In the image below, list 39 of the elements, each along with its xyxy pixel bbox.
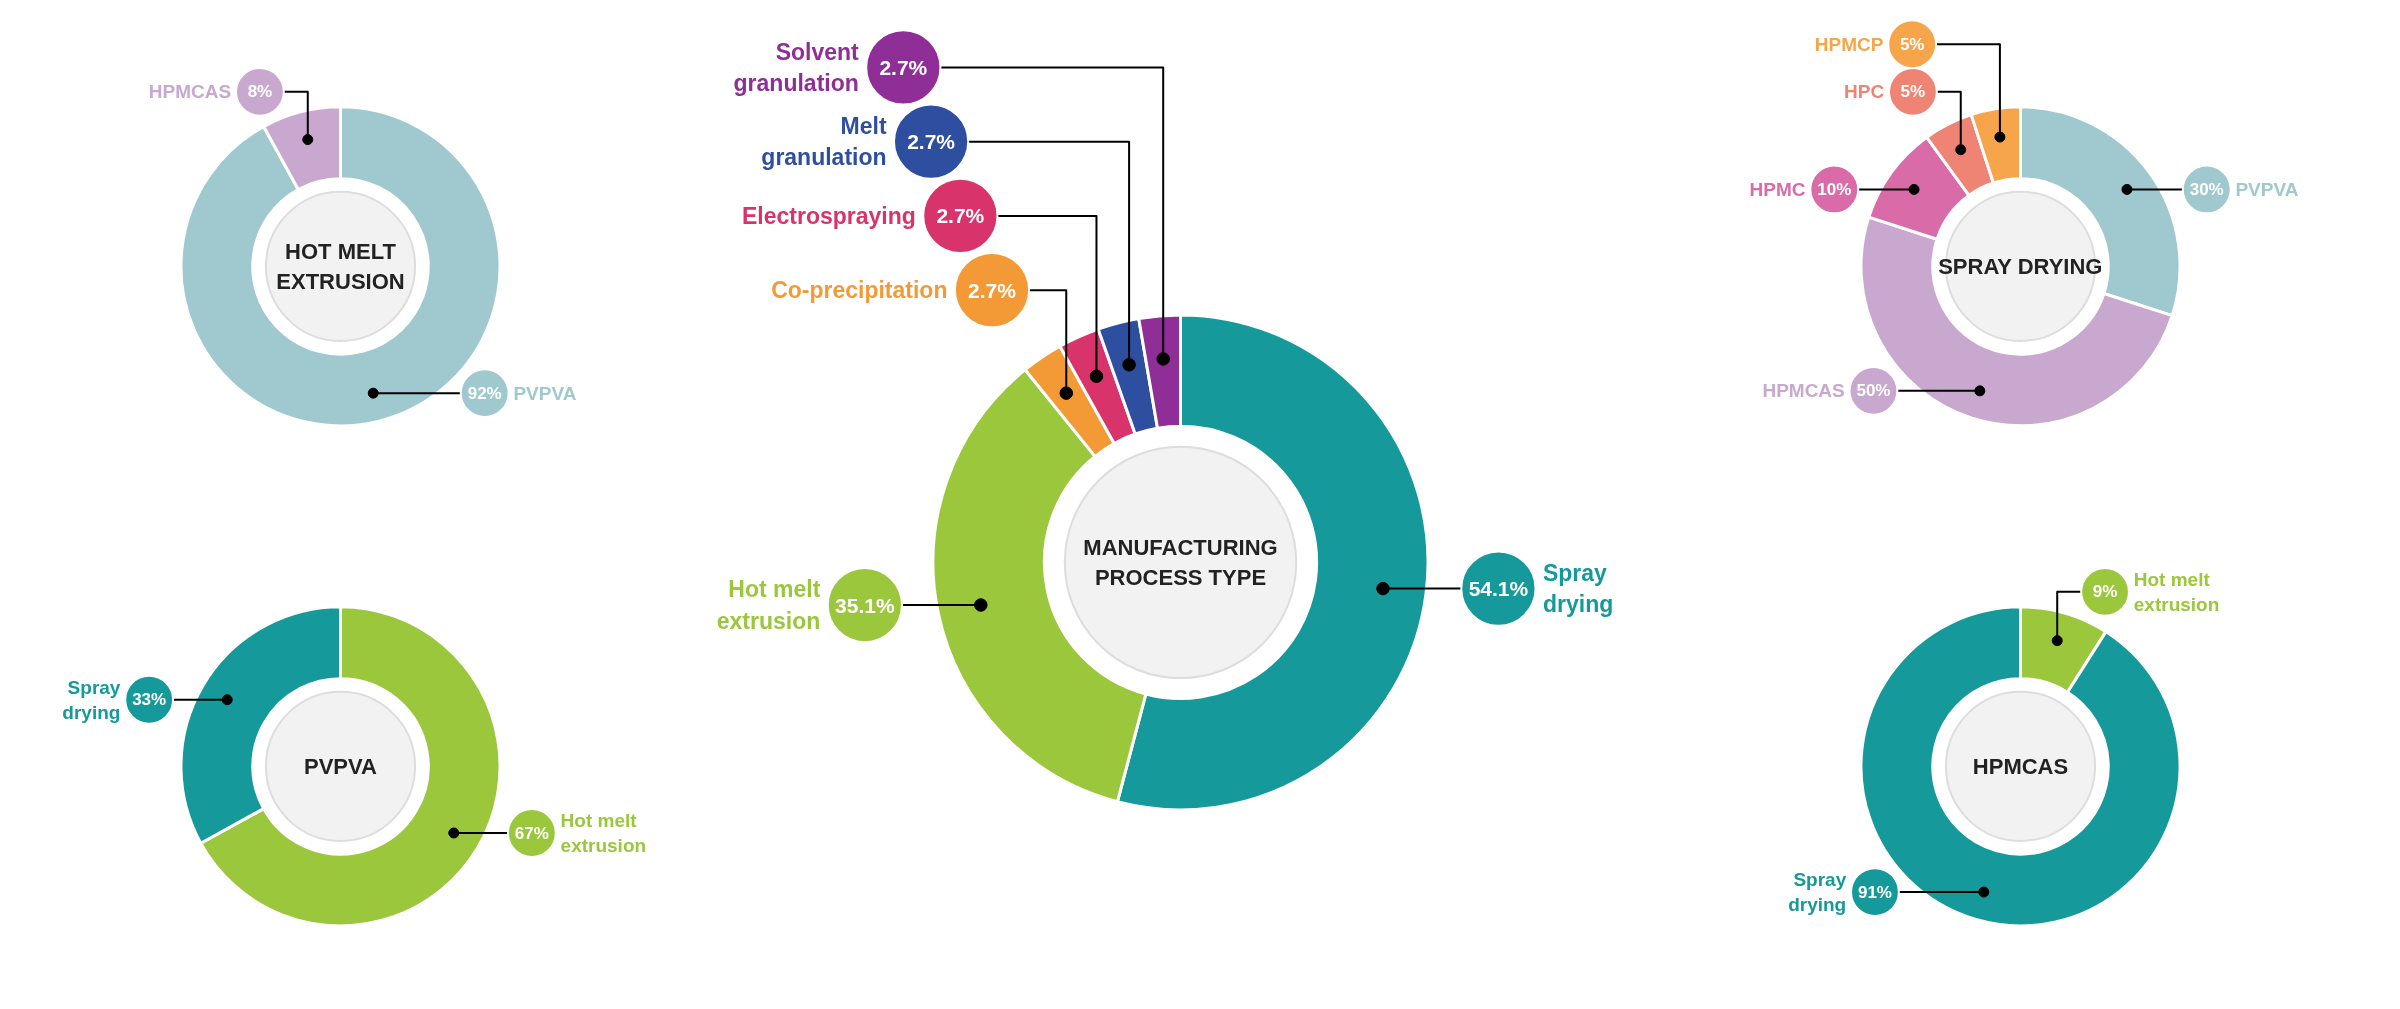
text: HOT MELT EXTRUSION: [276, 238, 405, 294]
slice-label: Solvent granulation: [733, 38, 860, 96]
data-label: 35.1%: [835, 593, 895, 617]
slice-label: PVPVA: [2235, 178, 2299, 200]
text: SPRAY DRYING: [1938, 253, 2103, 279]
data-label: 30%: [2189, 179, 2224, 199]
slice-label: Spray drying: [1542, 560, 1614, 618]
slice-label: HPMCP: [1814, 33, 1884, 55]
slice-label: PVPVA: [513, 382, 577, 404]
slice-label: Hot melt extrusion: [560, 809, 647, 857]
text: MANUFACTURING PROCESS TYPE: [1083, 534, 1278, 590]
slice-label: Hot melt extrusion: [716, 576, 821, 634]
text: HPMCAS: [1972, 753, 2069, 779]
slice-label: Co-precipitation: [771, 277, 948, 304]
data-label: 8%: [247, 82, 273, 102]
data-label: 91%: [1857, 882, 1892, 902]
text: PVPVA: [304, 753, 378, 779]
data-label: 33%: [132, 690, 167, 710]
data-label: 5%: [1899, 34, 1925, 54]
data-label: 54.1%: [1468, 577, 1529, 601]
data-label: 92%: [467, 383, 502, 403]
data-label: 67%: [514, 823, 549, 843]
data-label: 5%: [1900, 82, 1926, 102]
data-label: 2.7%: [907, 130, 956, 154]
slice-label: Melt granulation: [761, 113, 887, 171]
data-label: 2.7%: [968, 278, 1017, 302]
slice-label: Electrospraying: [741, 202, 916, 229]
slice-label: Spray drying: [62, 676, 121, 723]
data-label: 10%: [1817, 179, 1852, 199]
data-label: 9%: [2092, 582, 2118, 602]
slice-label: HPMCAS: [1762, 380, 1845, 402]
slice-label: HPMCAS: [148, 81, 232, 103]
data-label: 2.7%: [936, 204, 985, 228]
data-label: 50%: [1856, 381, 1891, 401]
data-label: 2.7%: [879, 55, 928, 79]
slice-label: HPC: [1844, 81, 1885, 103]
slice-label: HPMC: [1749, 178, 1806, 200]
slice-label: Spray drying: [1788, 868, 1847, 916]
slice-label: Hot melt extrusion: [2133, 568, 2220, 615]
